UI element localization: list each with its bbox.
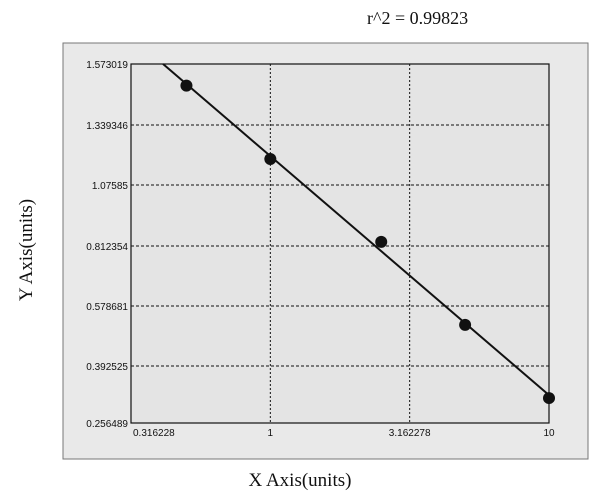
fit-line bbox=[162, 63, 550, 396]
data-point bbox=[264, 153, 277, 166]
y-tick-label: 0.812354 bbox=[86, 242, 128, 253]
data-point bbox=[180, 79, 193, 92]
y-axis-label: Y Axis(units) bbox=[16, 199, 37, 301]
y-tick-label: 1.573019 bbox=[86, 60, 128, 71]
y-tick-label: 1.07585 bbox=[92, 181, 129, 192]
x-tick-label: 3.162278 bbox=[389, 428, 431, 439]
y-tick-label: 0.578681 bbox=[86, 302, 128, 313]
x-tick-label: 1 bbox=[268, 428, 274, 439]
y-tick-label: 0.392525 bbox=[86, 362, 128, 373]
x-axis-label: X Axis(units) bbox=[249, 470, 352, 491]
plot-area bbox=[130, 63, 550, 424]
data-point bbox=[375, 235, 388, 248]
data-point bbox=[543, 392, 555, 405]
r-squared-annotation: r^2 = 0.99823 bbox=[367, 8, 468, 28]
x-tick-label: 10 bbox=[543, 428, 555, 439]
y-tick-label: 1.339346 bbox=[86, 121, 128, 132]
x-tick-label: 0.316228 bbox=[133, 428, 175, 439]
y-tick-label: 0.256489 bbox=[86, 419, 128, 430]
data-point bbox=[459, 318, 472, 331]
